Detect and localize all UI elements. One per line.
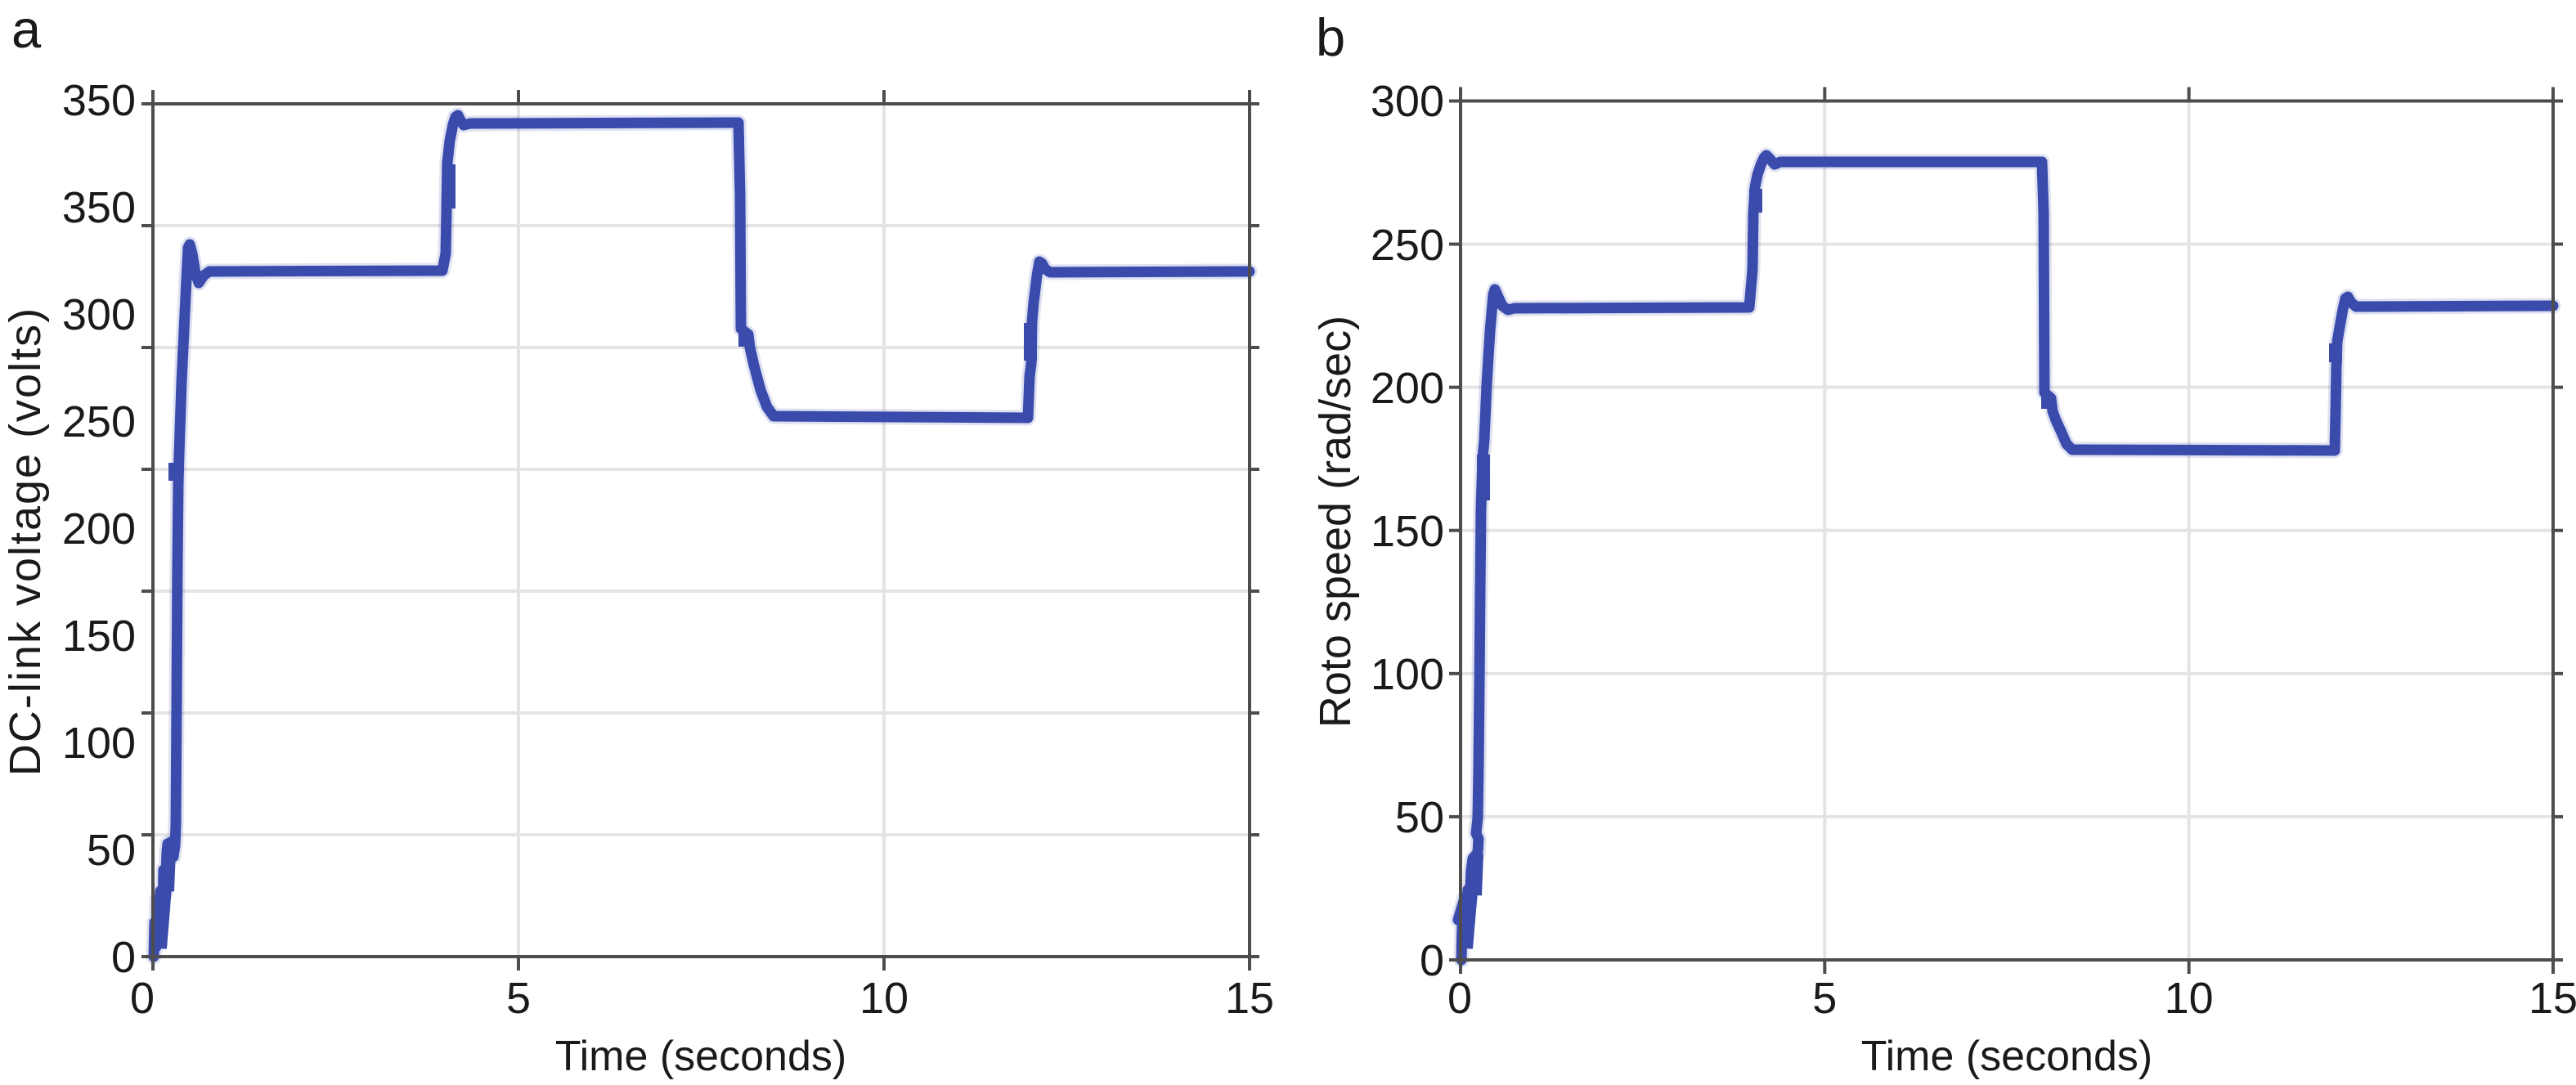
- svg-text:150: 150: [1371, 507, 1444, 556]
- svg-text:15: 15: [2529, 974, 2576, 1023]
- svg-text:Time (seconds): Time (seconds): [555, 1033, 846, 1080]
- svg-text:250: 250: [62, 397, 136, 446]
- svg-text:10: 10: [2165, 974, 2214, 1023]
- svg-text:0: 0: [1447, 974, 1472, 1023]
- svg-text:5: 5: [1812, 974, 1837, 1023]
- svg-text:a: a: [11, 0, 42, 59]
- svg-text:100: 100: [62, 719, 136, 768]
- svg-text:b: b: [1316, 7, 1345, 67]
- svg-text:100: 100: [1371, 650, 1444, 699]
- svg-text:15: 15: [1225, 974, 1274, 1023]
- svg-text:50: 50: [87, 826, 136, 875]
- svg-text:0: 0: [1420, 936, 1444, 985]
- svg-text:200: 200: [1371, 364, 1444, 413]
- svg-text:200: 200: [62, 504, 136, 554]
- svg-text:150: 150: [62, 612, 136, 661]
- svg-text:0: 0: [130, 974, 155, 1023]
- svg-text:0: 0: [111, 933, 136, 982]
- svg-text:250: 250: [1371, 221, 1444, 270]
- svg-text:Time (seconds): Time (seconds): [1861, 1033, 2152, 1080]
- svg-text:350: 350: [62, 183, 136, 232]
- svg-text:300: 300: [62, 290, 136, 339]
- svg-text:DC-link voltage (volts): DC-link voltage (volts): [1, 307, 50, 776]
- svg-text:300: 300: [1371, 77, 1444, 126]
- svg-text:350: 350: [62, 76, 136, 125]
- svg-text:Roto speed (rad/sec): Roto speed (rad/sec): [1311, 316, 1360, 728]
- svg-text:10: 10: [859, 974, 909, 1023]
- svg-text:50: 50: [1395, 793, 1444, 842]
- svg-text:5: 5: [506, 974, 531, 1023]
